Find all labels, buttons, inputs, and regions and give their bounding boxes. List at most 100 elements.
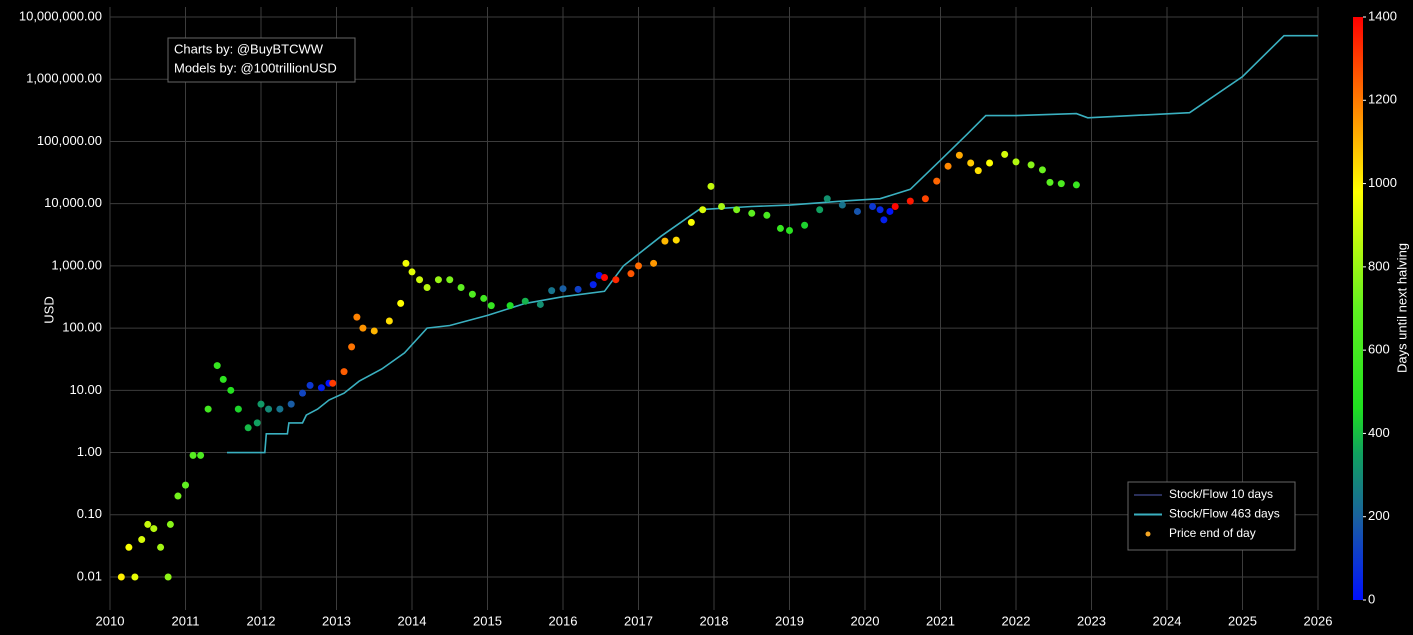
price-point xyxy=(131,573,139,581)
price-point xyxy=(718,203,726,211)
price-point xyxy=(1038,166,1046,174)
x-tick-label: 2012 xyxy=(247,613,276,628)
colorbar-tick-label: 600 xyxy=(1368,342,1390,357)
y-tick-label: 0.01 xyxy=(77,568,102,583)
price-point xyxy=(595,272,603,280)
x-tick-label: 2010 xyxy=(96,613,125,628)
price-point xyxy=(733,206,741,214)
colorbar-tick-label: 0 xyxy=(1368,591,1375,606)
x-tick-label: 2013 xyxy=(322,613,351,628)
colorbar-tick-label: 400 xyxy=(1368,425,1390,440)
price-point xyxy=(1072,181,1080,189)
x-tick-label: 2017 xyxy=(624,613,653,628)
price-point xyxy=(197,451,205,459)
y-tick-label: 10,000.00 xyxy=(44,195,102,210)
price-point xyxy=(164,573,172,581)
legend-label: Stock/Flow 463 days xyxy=(1169,507,1280,521)
price-point xyxy=(876,206,884,214)
price-point xyxy=(423,283,431,291)
colorbar-tick-label: 800 xyxy=(1368,258,1390,273)
price-point xyxy=(287,400,295,408)
price-point xyxy=(559,285,567,293)
legend-box xyxy=(1127,481,1296,551)
y-tick-label: 1,000.00 xyxy=(51,257,102,272)
x-tick-label: 2022 xyxy=(1002,613,1031,628)
price-point xyxy=(506,302,514,310)
price-point xyxy=(340,368,348,376)
colorbar-tick-label: 200 xyxy=(1368,508,1390,523)
price-point xyxy=(707,182,715,190)
y-tick-label: 1.00 xyxy=(77,444,102,459)
price-point xyxy=(166,520,174,528)
annotation: Charts by: @BuyBTCWW xyxy=(174,41,324,56)
x-tick-label: 2018 xyxy=(700,613,729,628)
x-tick-label: 2019 xyxy=(775,613,804,628)
price-point xyxy=(574,285,582,293)
price-point xyxy=(1057,180,1065,188)
price-point xyxy=(265,405,273,413)
x-tick-label: 2020 xyxy=(851,613,880,628)
legend-label: Stock/Flow 10 days xyxy=(1169,487,1273,501)
price-point xyxy=(748,209,756,217)
price-point xyxy=(150,525,158,533)
price-point xyxy=(306,381,314,389)
price-point xyxy=(891,203,899,211)
price-point xyxy=(213,362,221,370)
price-point xyxy=(816,206,824,214)
price-point xyxy=(955,151,963,159)
x-tick-label: 2015 xyxy=(473,613,502,628)
annotation-box xyxy=(167,37,356,83)
x-tick-label: 2024 xyxy=(1153,613,1182,628)
colorbar-label: Days until next halving xyxy=(1394,243,1409,373)
price-point xyxy=(786,227,793,235)
price-point xyxy=(521,297,529,305)
price-point xyxy=(385,317,393,325)
x-tick-label: 2021 xyxy=(926,613,955,628)
price-point xyxy=(234,405,242,413)
price-point xyxy=(944,162,952,170)
colorbar-tick-label: 1400 xyxy=(1368,8,1397,23)
price-point xyxy=(548,287,556,295)
price-point xyxy=(117,573,125,581)
price-point xyxy=(986,159,994,167)
price-point xyxy=(359,324,367,332)
price-point xyxy=(416,276,424,284)
price-point xyxy=(144,520,152,528)
price-point xyxy=(536,300,544,308)
price-point xyxy=(838,201,846,209)
price-point xyxy=(627,270,635,278)
y-tick-label: 10.00 xyxy=(69,382,102,397)
price-point xyxy=(967,159,975,167)
x-tick-label: 2026 xyxy=(1304,613,1333,628)
price-point xyxy=(276,405,284,413)
price-point xyxy=(468,290,476,298)
x-tick-label: 2014 xyxy=(398,613,427,628)
price-point xyxy=(1001,150,1009,158)
colorbar-tick-label: 1000 xyxy=(1368,175,1397,190)
price-point xyxy=(125,543,133,551)
legend-label: Price end of day xyxy=(1169,526,1256,540)
y-tick-label: 0.10 xyxy=(77,506,102,521)
price-point xyxy=(244,424,252,432)
price-point xyxy=(480,294,488,302)
price-point xyxy=(402,259,410,267)
price-point xyxy=(370,327,378,335)
annotation: Models by: @100trillionUSD xyxy=(174,60,337,75)
x-tick-label: 2025 xyxy=(1228,613,1257,628)
price-point xyxy=(823,195,831,203)
colorbar xyxy=(1353,17,1363,600)
price-point xyxy=(699,206,707,214)
price-point xyxy=(219,375,227,383)
y-tick-label: 10,000,000.00 xyxy=(19,8,102,23)
price-point xyxy=(397,299,405,307)
price-point xyxy=(1027,161,1035,169)
price-point xyxy=(457,283,465,291)
price-point xyxy=(763,211,771,219)
price-point xyxy=(446,276,454,284)
price-point xyxy=(257,400,265,408)
price-point xyxy=(906,197,914,205)
x-tick-label: 2011 xyxy=(172,613,200,628)
price-point xyxy=(299,389,307,397)
price-point xyxy=(227,386,235,394)
